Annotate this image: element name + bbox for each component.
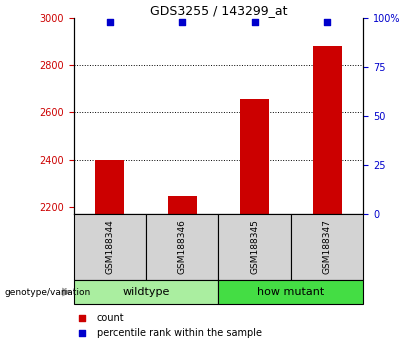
Bar — [74, 280, 218, 304]
Bar — [218, 280, 363, 304]
Bar — [312, 46, 341, 214]
Point — [324, 19, 331, 24]
Text: how mutant: how mutant — [257, 287, 325, 297]
Point — [251, 19, 258, 24]
Bar — [146, 214, 218, 280]
Text: GSM188346: GSM188346 — [178, 219, 186, 274]
Bar — [218, 214, 291, 280]
Text: GSM188344: GSM188344 — [105, 219, 114, 274]
Text: count: count — [97, 313, 124, 323]
Point — [79, 315, 86, 321]
Bar — [240, 99, 269, 214]
Polygon shape — [62, 287, 71, 297]
Text: wildtype: wildtype — [122, 287, 170, 297]
Bar — [95, 160, 124, 214]
Bar — [291, 214, 363, 280]
Point — [179, 19, 186, 24]
Bar — [74, 214, 146, 280]
Bar — [168, 196, 197, 214]
Title: GDS3255 / 143299_at: GDS3255 / 143299_at — [150, 4, 287, 17]
Point — [106, 19, 113, 24]
Point — [79, 331, 86, 336]
Text: genotype/variation: genotype/variation — [4, 287, 90, 297]
Text: GSM188345: GSM188345 — [250, 219, 259, 274]
Text: percentile rank within the sample: percentile rank within the sample — [97, 329, 262, 338]
Text: GSM188347: GSM188347 — [323, 219, 331, 274]
